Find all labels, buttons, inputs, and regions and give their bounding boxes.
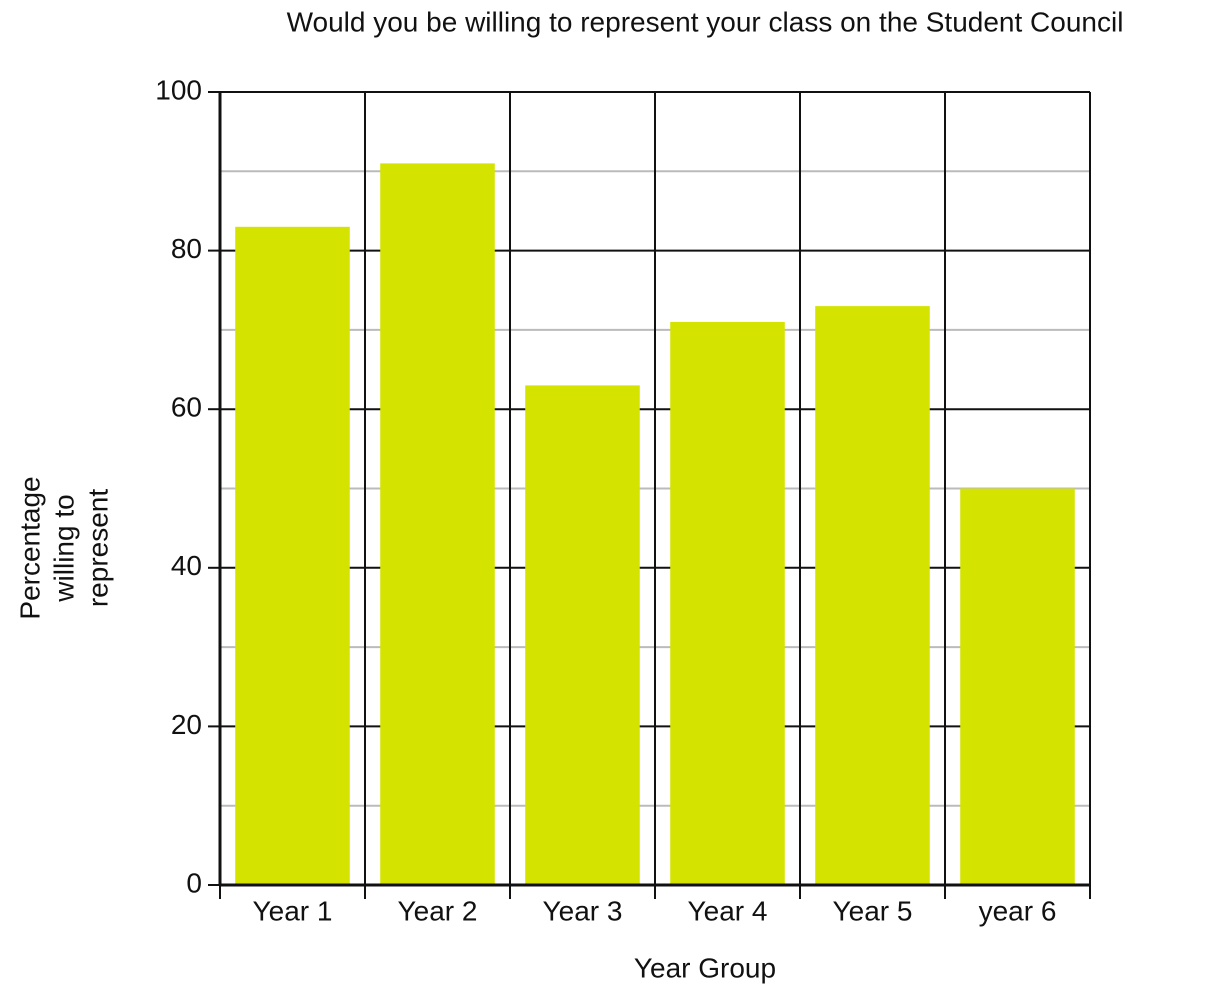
bar [815, 306, 930, 885]
y-tick-label: 60 [171, 392, 202, 423]
y-tick-label: 100 [155, 74, 202, 105]
y-tick-label: 80 [171, 233, 202, 264]
bar [235, 226, 350, 885]
x-tick-label: Year 5 [833, 895, 913, 926]
y-axis-label-line: Percentage [14, 476, 45, 619]
x-tick-label: Year 2 [398, 895, 478, 926]
y-axis-label-line: represent [82, 489, 113, 608]
y-tick-label: 0 [186, 867, 202, 898]
x-tick-label: Year 1 [253, 895, 333, 926]
bar [960, 488, 1075, 885]
y-tick-label: 20 [171, 709, 202, 740]
bar [525, 385, 640, 885]
bar [380, 163, 495, 885]
x-tick-label: Year 4 [688, 895, 768, 926]
x-tick-label: Year 3 [543, 895, 623, 926]
y-axis-label-line: willing to [48, 494, 79, 602]
y-axis-label: Percentage willing to represent [14, 476, 113, 619]
x-tick-label: year 6 [979, 895, 1057, 926]
bar [670, 321, 785, 886]
y-tick-label: 40 [171, 550, 202, 581]
x-axis-label: Year Group [634, 952, 776, 983]
chart-title: Would you be willing to represent your c… [287, 6, 1124, 37]
